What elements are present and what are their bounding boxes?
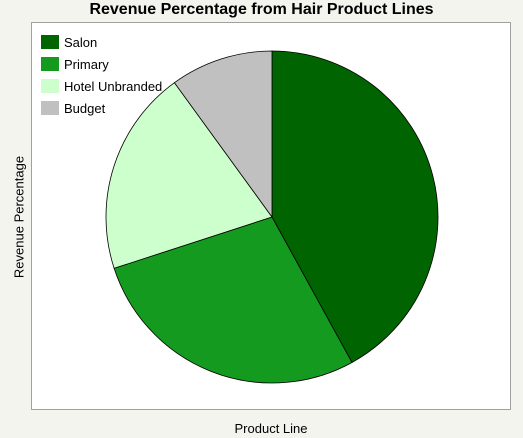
legend-swatch — [41, 35, 59, 49]
legend-swatch — [41, 57, 59, 71]
pie-slice-salon — [271, 50, 439, 364]
x-axis-label: Product Line — [234, 421, 308, 436]
pie-slice-primary — [113, 216, 353, 384]
legend-item-salon: Salon — [41, 31, 162, 53]
legend: Salon Primary Hotel Unbranded Budget — [41, 31, 162, 119]
legend-label: Primary — [64, 56, 109, 72]
legend-item-hotel-unbranded: Hotel Unbranded — [41, 75, 162, 97]
legend-swatch — [41, 101, 59, 115]
legend-item-budget: Budget — [41, 97, 162, 119]
y-axis-label: Revenue Percentage — [11, 155, 27, 279]
pie-slice-hotel-unbranded — [105, 82, 273, 269]
pie-slice-budget — [173, 50, 273, 219]
chart-title: Revenue Percentage from Hair Product Lin… — [89, 1, 434, 18]
legend-label: Budget — [64, 100, 106, 116]
legend-label: Hotel Unbranded — [64, 78, 163, 94]
legend-swatch — [41, 79, 59, 93]
legend-item-primary: Primary — [41, 53, 162, 75]
legend-label: Salon — [64, 34, 98, 50]
